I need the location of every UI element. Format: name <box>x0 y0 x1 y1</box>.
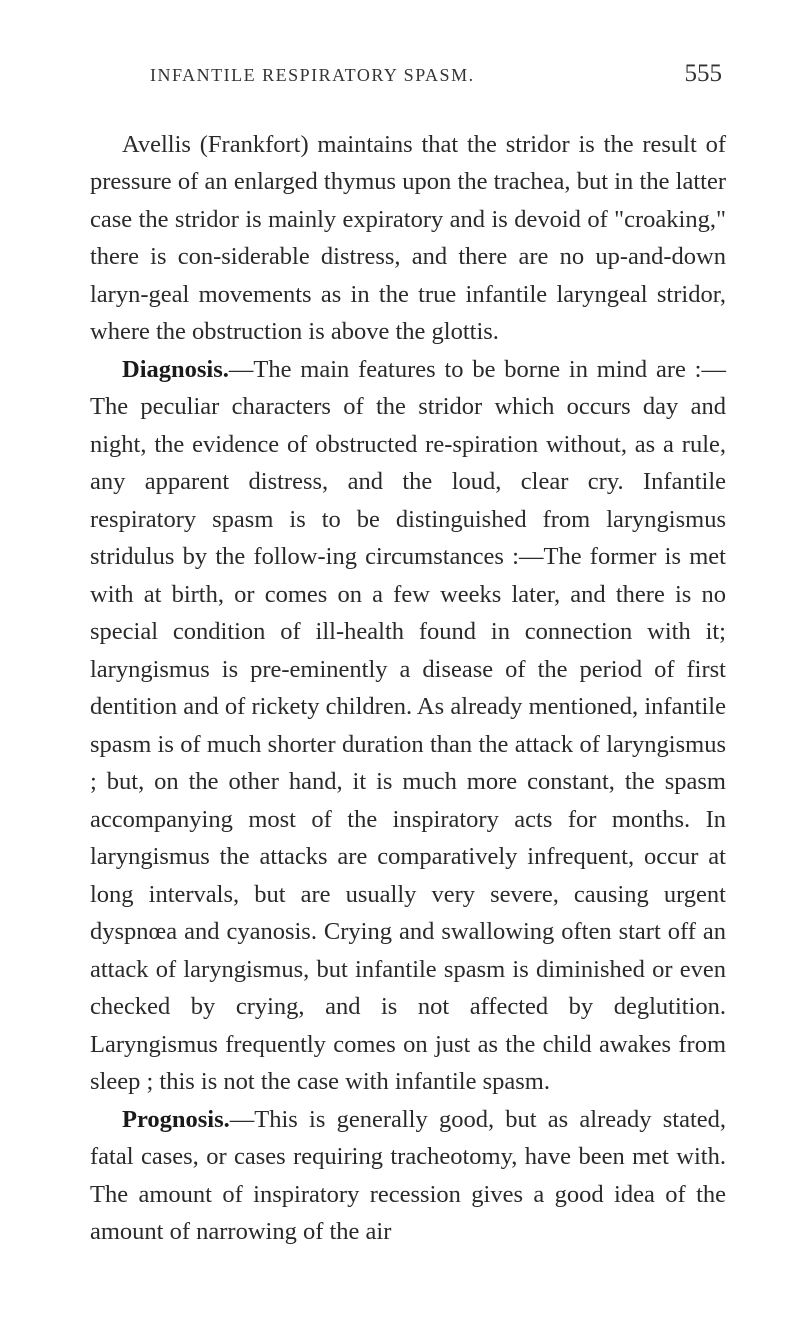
paragraph-1: Avellis (Frankfort) maintains that the s… <box>90 126 726 351</box>
page-number: 555 <box>685 60 723 88</box>
page-header: INFANTILE RESPIRATORY SPASM. 555 <box>90 60 726 88</box>
paragraph-2-body: —The main features to be borne in mind a… <box>90 356 726 1095</box>
prognosis-heading: Prognosis. <box>122 1106 230 1133</box>
diagnosis-heading: Diagnosis. <box>122 356 229 383</box>
paragraph-3: Prognosis.—This is generally good, but a… <box>90 1101 726 1251</box>
running-title: INFANTILE RESPIRATORY SPASM. <box>150 65 475 86</box>
page-body: Avellis (Frankfort) maintains that the s… <box>90 126 726 1251</box>
paragraph-2: Diagnosis.—The main features to be borne… <box>90 351 726 1101</box>
